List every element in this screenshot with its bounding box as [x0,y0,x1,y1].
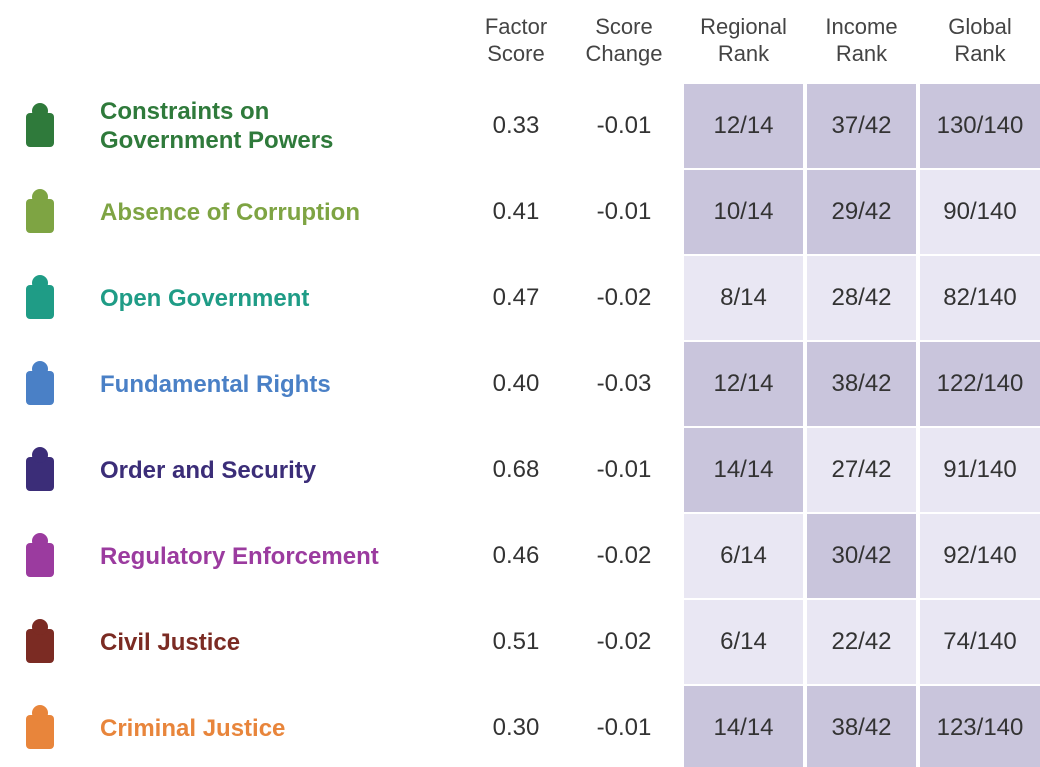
icon-shape [26,113,54,147]
icon-shape [26,629,54,663]
score-cell: -0.01 [596,112,652,139]
factor-name: Regulatory Enforcement [100,542,379,570]
rank-cell: 91/140 [920,428,1040,512]
factor-name: Criminal Justice [100,714,286,742]
icon-shape [32,447,48,463]
rank-cell: 6/14 [684,600,803,684]
rank-cell: 37/42 [807,84,916,168]
column-header: Regional Rank [700,14,787,66]
factor-icon [26,705,54,749]
factor-name: Order and Security [100,456,317,484]
rank-cell: 82/140 [920,256,1040,340]
rank-cell: 29/42 [807,170,916,254]
score-cell: 0.47 [492,284,540,311]
score-cell: 0.46 [492,542,540,569]
factor-icon [26,619,54,663]
icon-shape [26,715,54,749]
icon-shape [32,189,48,205]
score-cell: -0.02 [596,284,652,311]
rank-cell: 12/14 [684,342,803,426]
rank-cell: 123/140 [920,686,1040,767]
rank-cell: 30/42 [807,514,916,598]
factor-name: Fundamental Rights [100,370,331,398]
score-cell: -0.01 [596,714,652,741]
rank-cell: 14/14 [684,686,803,767]
rank-cell: 10/14 [684,170,803,254]
icon-shape [32,533,48,549]
rank-cell: 130/140 [920,84,1040,168]
icon-shape [32,705,48,721]
score-cell: 0.68 [492,456,540,483]
icon-shape [32,103,48,119]
factor-icon [26,103,54,147]
icon-shape [32,361,48,377]
score-cell: 0.30 [492,714,540,741]
icon-shape [32,619,48,635]
icon-shape [26,371,54,405]
factor-icon [26,361,54,405]
rank-cell: 92/140 [920,514,1040,598]
icon-shape [26,199,54,233]
rank-cell: 27/42 [807,428,916,512]
rank-cell: 122/140 [920,342,1040,426]
factor-name: Constraints on Government Powers [100,98,334,154]
factor-name: Open Government [100,284,310,312]
score-cell: -0.03 [596,370,652,397]
score-cell: -0.02 [596,628,652,655]
score-cell: -0.02 [596,542,652,569]
score-cell: -0.01 [596,198,652,225]
factor-icon [26,533,54,577]
column-header: Income Rank [825,14,898,66]
icon-shape [26,285,54,319]
rank-cell: 28/42 [807,256,916,340]
rank-cell: 90/140 [920,170,1040,254]
column-header: Global Rank [948,14,1012,66]
factor-icon [26,447,54,491]
rank-cell: 22/42 [807,600,916,684]
score-cell: -0.01 [596,456,652,483]
factor-name: Absence of Corruption [100,198,361,226]
rank-cell: 38/42 [807,342,916,426]
score-cell: 0.40 [492,370,540,397]
factor-name: Civil Justice [100,628,241,656]
rank-cell: 8/14 [684,256,803,340]
factor-icon [26,189,54,233]
column-header: Score Change [585,14,663,66]
score-cell: 0.33 [492,112,540,139]
rank-cell: 6/14 [684,514,803,598]
icon-shape [26,543,54,577]
score-cell: 0.51 [492,628,540,655]
column-header: Factor Score [484,14,548,66]
factor-icon [26,275,54,319]
icon-shape [26,457,54,491]
rank-cell: 38/42 [807,686,916,767]
icon-shape [32,275,48,291]
rank-cell: 74/140 [920,600,1040,684]
score-cell: 0.41 [492,198,540,225]
rank-cell: 12/14 [684,84,803,168]
rank-cell: 14/14 [684,428,803,512]
